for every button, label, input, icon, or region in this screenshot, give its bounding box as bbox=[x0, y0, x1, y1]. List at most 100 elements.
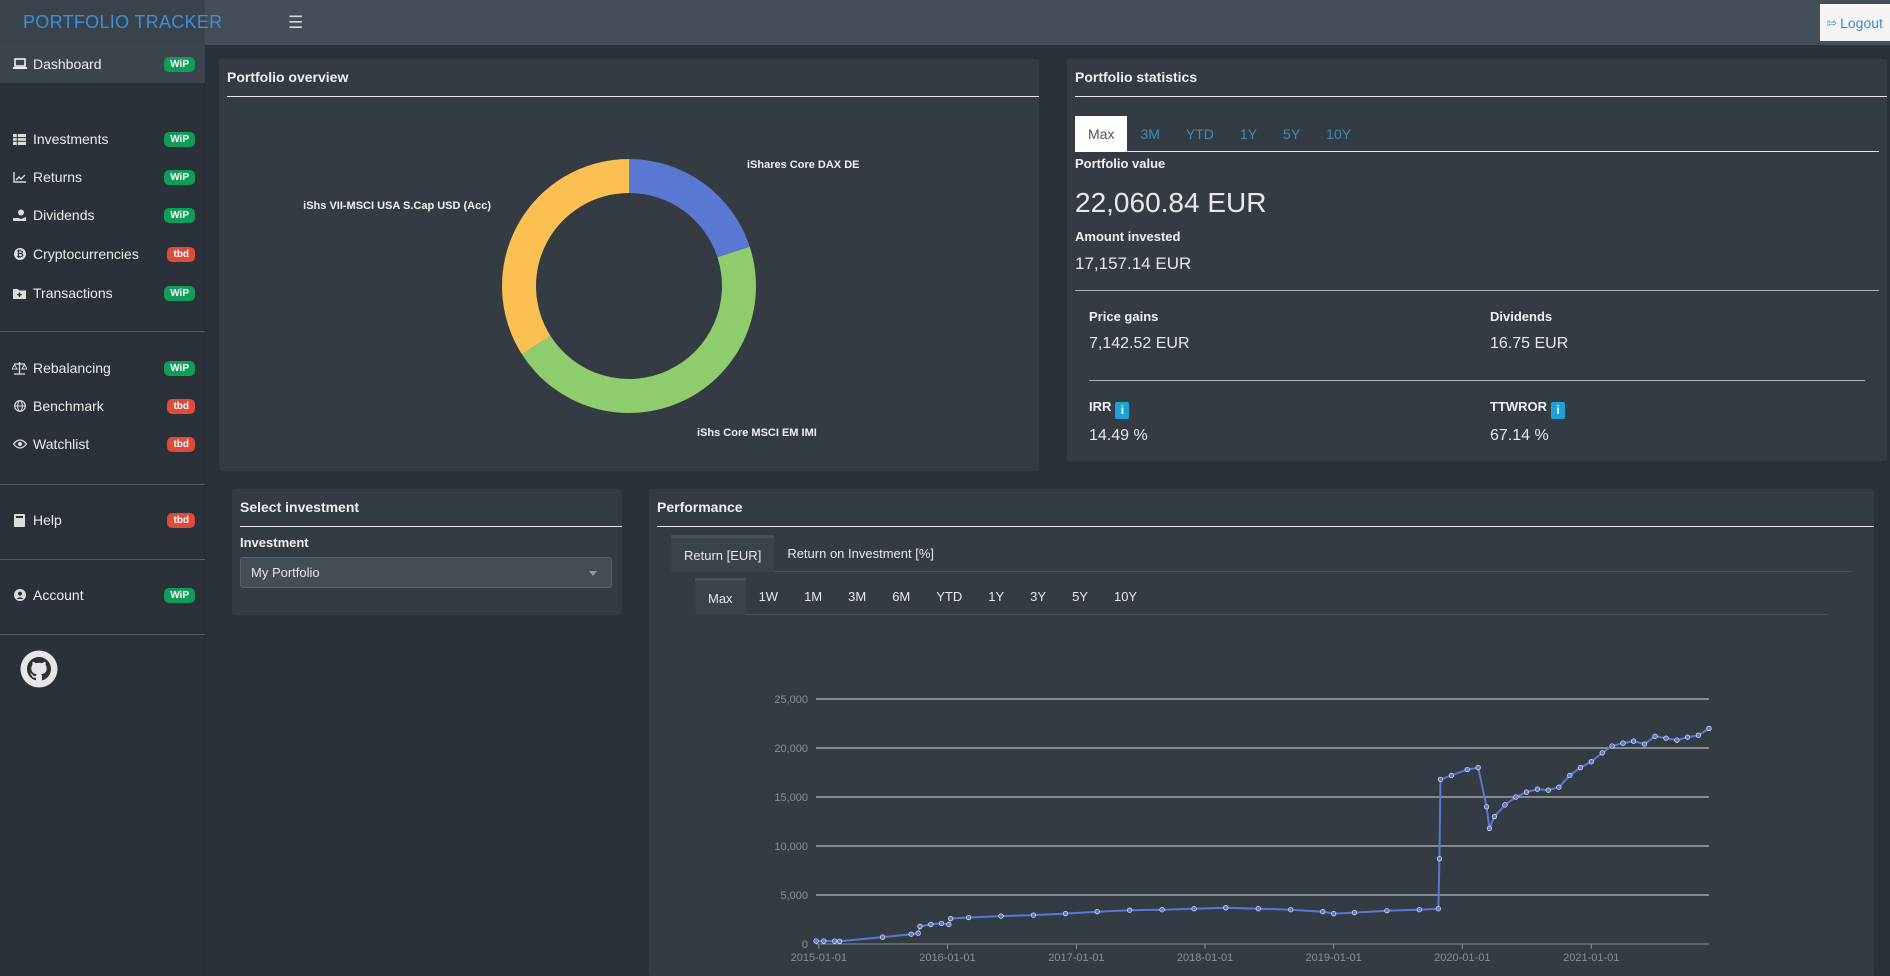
data-point[interactable] bbox=[1436, 856, 1443, 862]
range-tab-ytd[interactable]: YTD bbox=[936, 589, 963, 604]
data-point[interactable] bbox=[1437, 776, 1444, 782]
tab-10y[interactable]: 10Y bbox=[1326, 126, 1352, 142]
info-icon[interactable]: i bbox=[1551, 402, 1566, 419]
data-point[interactable] bbox=[1255, 906, 1261, 912]
donut-slice[interactable] bbox=[521, 246, 756, 413]
data-point[interactable] bbox=[928, 921, 934, 928]
data-point[interactable] bbox=[1435, 906, 1441, 912]
range-tab-1m[interactable]: 1M bbox=[804, 589, 823, 604]
data-point[interactable] bbox=[1351, 910, 1358, 916]
data-point[interactable] bbox=[1684, 734, 1691, 740]
range-tab-1w[interactable]: 1W bbox=[758, 589, 779, 604]
nav-divider bbox=[0, 634, 205, 635]
bitcoin-icon: ₿ bbox=[12, 247, 27, 261]
tab-3m[interactable]: 3M bbox=[1140, 126, 1160, 142]
data-point[interactable] bbox=[1502, 802, 1508, 808]
data-point[interactable] bbox=[1588, 759, 1594, 765]
tab-return-eur[interactable]: Return [EUR] bbox=[671, 535, 775, 572]
data-point[interactable] bbox=[1545, 787, 1551, 793]
data-point[interactable] bbox=[1695, 732, 1702, 738]
tab-return-on-investment[interactable]: Return on Investment [%] bbox=[787, 546, 934, 561]
data-point[interactable] bbox=[1416, 907, 1422, 913]
data-point[interactable] bbox=[1523, 789, 1530, 795]
range-tab-6m[interactable]: 6M bbox=[892, 589, 911, 604]
tab-ytd[interactable]: YTD bbox=[1185, 126, 1214, 142]
donut-slice-label: iShares Core DAX DE bbox=[747, 159, 859, 171]
sidebar-item-dashboard[interactable]: Dashboard WiP bbox=[0, 45, 205, 83]
data-point[interactable] bbox=[1030, 912, 1037, 918]
data-point[interactable] bbox=[998, 913, 1004, 919]
data-point[interactable] bbox=[1599, 750, 1605, 756]
data-point[interactable] bbox=[1534, 786, 1540, 792]
data-point[interactable] bbox=[1320, 909, 1326, 915]
data-point[interactable] bbox=[1288, 907, 1294, 913]
donut-slice[interactable] bbox=[629, 159, 750, 258]
data-point[interactable] bbox=[1094, 909, 1100, 915]
sidebar-item-benchmark[interactable]: Benchmark tbd bbox=[0, 387, 205, 425]
data-point[interactable] bbox=[1475, 764, 1481, 771]
donut-slice[interactable] bbox=[502, 159, 629, 355]
sidebar-item-rebalancing[interactable]: Rebalancing WiP bbox=[0, 349, 205, 387]
data-point[interactable] bbox=[1674, 737, 1680, 743]
sidebar-item-transactions[interactable]: Transactions WiP bbox=[0, 274, 205, 312]
data-point[interactable] bbox=[1577, 764, 1583, 771]
data-point[interactable] bbox=[1331, 911, 1337, 917]
data-point[interactable] bbox=[1556, 784, 1562, 790]
sidebar-item-returns[interactable]: Returns WiP bbox=[0, 158, 205, 196]
app-logo[interactable]: PT PORTFOLIO TRACKER bbox=[0, 0, 222, 45]
range-tab-1y[interactable]: 1Y bbox=[988, 589, 1005, 604]
data-point[interactable] bbox=[1484, 804, 1490, 810]
data-point[interactable] bbox=[1663, 735, 1669, 741]
data-point[interactable] bbox=[1223, 905, 1229, 911]
data-point[interactable] bbox=[1652, 733, 1658, 739]
sidebar-item-dividends[interactable]: Dividends WiP bbox=[0, 196, 205, 234]
data-point[interactable] bbox=[1513, 794, 1519, 800]
tab-1y[interactable]: 1Y bbox=[1239, 126, 1258, 142]
data-point[interactable] bbox=[1448, 772, 1454, 779]
data-point[interactable] bbox=[948, 915, 954, 922]
data-point[interactable] bbox=[1706, 725, 1712, 732]
data-point[interactable] bbox=[946, 921, 952, 928]
data-point[interactable] bbox=[965, 914, 972, 921]
tab-5y[interactable]: 5Y bbox=[1283, 126, 1301, 142]
data-point[interactable] bbox=[915, 930, 921, 936]
sidebar-item-investments[interactable]: Investments WiP bbox=[0, 120, 205, 158]
tab-max[interactable]: Max bbox=[1075, 116, 1128, 152]
hamburger-icon[interactable]: ☰ bbox=[288, 13, 304, 32]
data-point[interactable] bbox=[1609, 743, 1615, 749]
data-point[interactable] bbox=[917, 923, 923, 929]
data-point[interactable] bbox=[821, 938, 827, 944]
data-point[interactable] bbox=[1567, 772, 1573, 779]
sidebar-item-cryptocurrencies[interactable]: ₿ Cryptocurrencies tbd bbox=[0, 235, 205, 273]
data-point[interactable] bbox=[1486, 825, 1493, 831]
data-point[interactable] bbox=[813, 938, 819, 944]
range-tab-3m[interactable]: 3M bbox=[848, 589, 867, 604]
data-point[interactable] bbox=[837, 938, 843, 944]
range-tab-10y[interactable]: 10Y bbox=[1113, 589, 1138, 604]
github-icon[interactable] bbox=[20, 650, 58, 688]
data-point[interactable] bbox=[1464, 766, 1470, 773]
data-point[interactable] bbox=[1062, 911, 1069, 917]
data-point[interactable] bbox=[880, 934, 886, 940]
data-point[interactable] bbox=[1491, 814, 1497, 820]
data-point[interactable] bbox=[1191, 906, 1197, 912]
data-point[interactable] bbox=[908, 931, 914, 937]
sidebar-item-account[interactable]: Account WiP bbox=[0, 576, 205, 614]
logout-button[interactable]: ⇰ Logout bbox=[1820, 4, 1890, 41]
data-point[interactable] bbox=[832, 938, 838, 944]
data-point[interactable] bbox=[938, 920, 945, 927]
range-tab-5y[interactable]: 5Y bbox=[1072, 589, 1088, 604]
globe-icon bbox=[12, 399, 27, 413]
sidebar-item-watchlist[interactable]: Watchlist tbd bbox=[0, 425, 205, 463]
sidebar-item-help[interactable]: Help tbd bbox=[0, 501, 205, 539]
data-point[interactable] bbox=[1620, 740, 1626, 746]
data-point[interactable] bbox=[1630, 738, 1637, 744]
data-point[interactable] bbox=[1384, 908, 1390, 914]
data-point[interactable] bbox=[1159, 907, 1165, 913]
range-tab-3y[interactable]: 3Y bbox=[1030, 589, 1047, 604]
range-tab-max[interactable]: Max bbox=[695, 578, 746, 615]
data-point[interactable] bbox=[1127, 907, 1133, 913]
data-point[interactable] bbox=[1641, 741, 1648, 747]
info-icon[interactable]: i bbox=[1115, 402, 1130, 419]
investment-select[interactable]: My Portfolio bbox=[240, 557, 612, 588]
